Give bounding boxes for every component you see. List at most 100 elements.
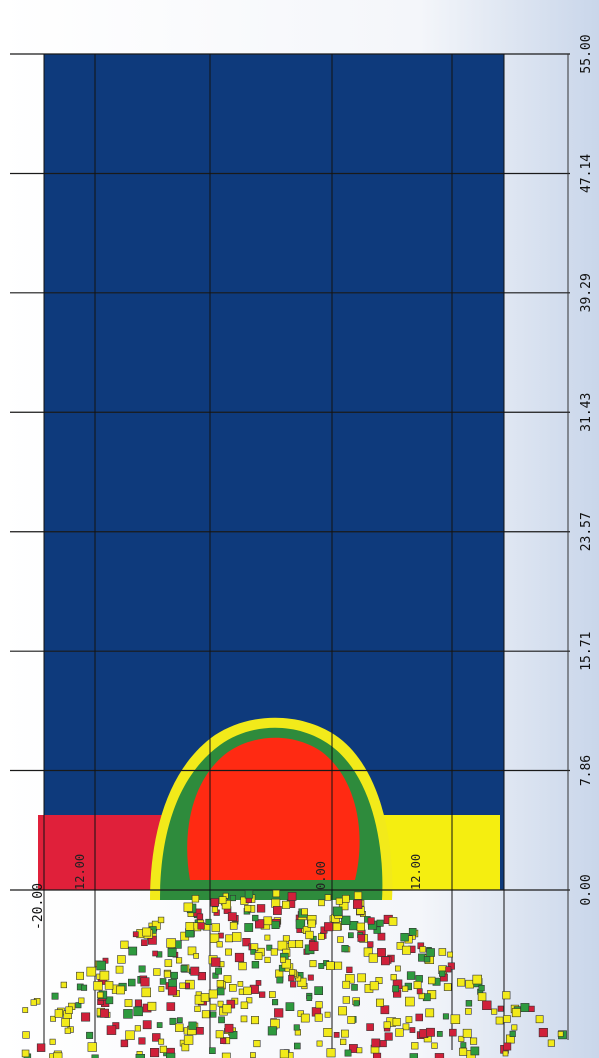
debris-particle: [97, 991, 104, 999]
debris-particle: [356, 1047, 363, 1054]
debris-particle: [210, 898, 219, 907]
debris-particle: [285, 1002, 295, 1011]
projectile-core: [187, 737, 360, 880]
debris-particle: [279, 956, 286, 963]
debris-particle: [166, 1002, 176, 1011]
debris-particle: [255, 919, 265, 929]
debris-particle: [281, 958, 291, 969]
debris-particle: [460, 1042, 467, 1049]
debris-particle: [76, 971, 85, 980]
debris-particle: [258, 991, 266, 998]
debris-particle: [334, 961, 343, 970]
debris-particle: [347, 932, 354, 939]
y-min-label: -20.00: [31, 883, 46, 930]
debris-particle: [266, 944, 273, 951]
debris-particle: [357, 934, 366, 942]
debris-particle: [87, 1042, 97, 1052]
debris-particle: [210, 1011, 217, 1018]
debris-particle: [166, 1052, 176, 1058]
debris-particle: [225, 948, 232, 956]
debris-particle: [21, 1049, 30, 1058]
debris-particle: [436, 1031, 443, 1037]
debris-particle: [326, 1048, 336, 1058]
debris-particle: [380, 956, 390, 966]
inner-label-left: 12.00: [73, 854, 87, 890]
debris-particle: [509, 1030, 516, 1037]
debris-particle: [193, 953, 199, 959]
debris-particle: [413, 981, 422, 990]
debris-particle: [197, 971, 207, 981]
debris-particle: [86, 966, 97, 977]
debris-particle: [318, 962, 325, 969]
debris-particle: [316, 1040, 323, 1047]
debris-particle: [220, 1037, 227, 1044]
debris-particle: [297, 977, 307, 987]
debris-particle: [371, 1038, 381, 1048]
debris-particle: [142, 927, 152, 937]
debris-particle: [128, 946, 138, 956]
debris-particle: [405, 996, 415, 1007]
debris-particle: [164, 959, 173, 967]
debris-particle: [375, 998, 384, 1007]
debris-particle: [99, 970, 110, 981]
debris-particle: [408, 927, 417, 936]
debris-particle: [60, 981, 67, 989]
debris-particle: [392, 1017, 401, 1027]
debris-particle: [238, 961, 247, 971]
debris-particle: [244, 904, 252, 912]
debris-particle: [409, 1053, 418, 1058]
debris-particle: [307, 974, 314, 981]
debris-particle: [315, 1001, 323, 1009]
debris-particle: [78, 997, 85, 1004]
debris-particle: [528, 1005, 535, 1012]
debris-particle: [156, 1022, 163, 1028]
debris-particle: [434, 1053, 445, 1058]
debris-particle: [511, 1024, 518, 1031]
debris-particle: [209, 933, 220, 943]
debris-particle: [431, 1042, 438, 1049]
debris-particle: [324, 894, 332, 901]
debris-particle: [465, 1008, 472, 1015]
debris-particle: [255, 980, 262, 986]
debris-particle: [30, 999, 37, 1006]
y-tick-label: 31.43: [579, 393, 594, 432]
y-axis: 0.00 7.86 15.71 23.57 31.43 39.29 47.14 55.00 -2…: [31, 34, 594, 1040]
debris-particle: [352, 899, 363, 909]
debris-particle: [401, 945, 411, 955]
debris-particle: [369, 981, 379, 991]
debris-particle: [96, 960, 106, 971]
debris-particle: [368, 953, 378, 963]
debris-particle: [176, 957, 183, 964]
debris-particle: [271, 999, 279, 1006]
debris-particle: [138, 1037, 146, 1045]
debris-particle: [36, 1043, 46, 1052]
debris-particle: [373, 926, 381, 934]
debris-particle: [243, 986, 252, 995]
debris-particle: [333, 1032, 340, 1038]
debris-particle: [377, 932, 386, 941]
debris-particle: [141, 939, 148, 947]
debris-particle: [81, 984, 88, 991]
debris-particle: [201, 1010, 210, 1019]
debris-particle: [221, 900, 232, 910]
y-tick-label: 39.29: [579, 273, 594, 312]
debris-particle: [367, 941, 374, 948]
debris-particle: [254, 952, 263, 960]
debris-particle: [307, 919, 316, 928]
debris-particle: [344, 1049, 352, 1057]
debris-particle: [288, 974, 295, 982]
debris-particle: [300, 1013, 310, 1023]
debris-particle: [267, 1026, 277, 1036]
debris-particle: [372, 1052, 382, 1058]
debris-particle: [347, 1015, 356, 1024]
y-tick-label: 23.57: [579, 512, 594, 551]
debris-particle: [253, 1040, 261, 1048]
debris-particle: [465, 979, 474, 989]
debris-particle: [256, 904, 266, 913]
debris-particle: [351, 984, 358, 991]
debris-particle: [141, 987, 152, 998]
debris-particle: [337, 936, 344, 943]
debris-particle: [251, 960, 260, 969]
debris-particle: [472, 974, 482, 985]
